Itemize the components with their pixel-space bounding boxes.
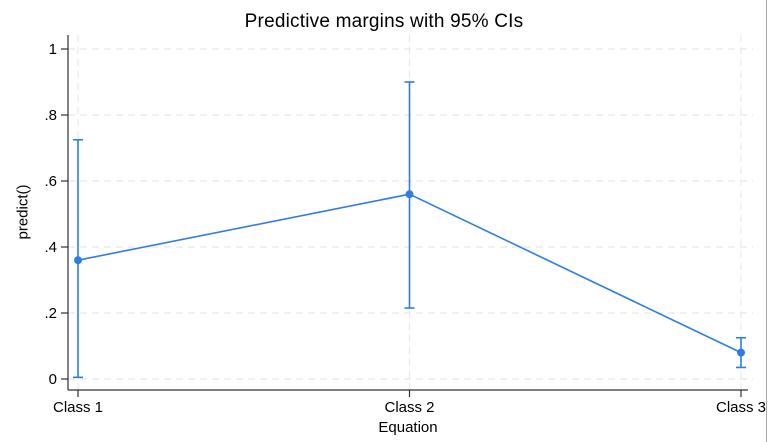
y-axis-title: predict() <box>14 184 32 240</box>
data-point <box>405 190 414 199</box>
y-tick-label: 1 <box>49 41 57 58</box>
chart-title: Predictive margins with 95% CIs <box>244 11 524 32</box>
data-point <box>74 256 82 265</box>
y-tick-label: .8 <box>44 107 57 124</box>
x-axis-title: Equation <box>378 419 438 436</box>
y-tick-label: .4 <box>44 239 57 256</box>
x-tick-label: Class 1 <box>53 399 103 416</box>
y-tick-label: .6 <box>44 173 57 190</box>
data-point <box>737 348 745 357</box>
y-tick-label: .2 <box>44 305 57 322</box>
window-right-border <box>766 0 767 442</box>
x-tick-label: Class 3 <box>716 399 766 416</box>
y-tick-label: 0 <box>49 371 57 388</box>
x-tick-label: Class 2 <box>384 399 434 416</box>
